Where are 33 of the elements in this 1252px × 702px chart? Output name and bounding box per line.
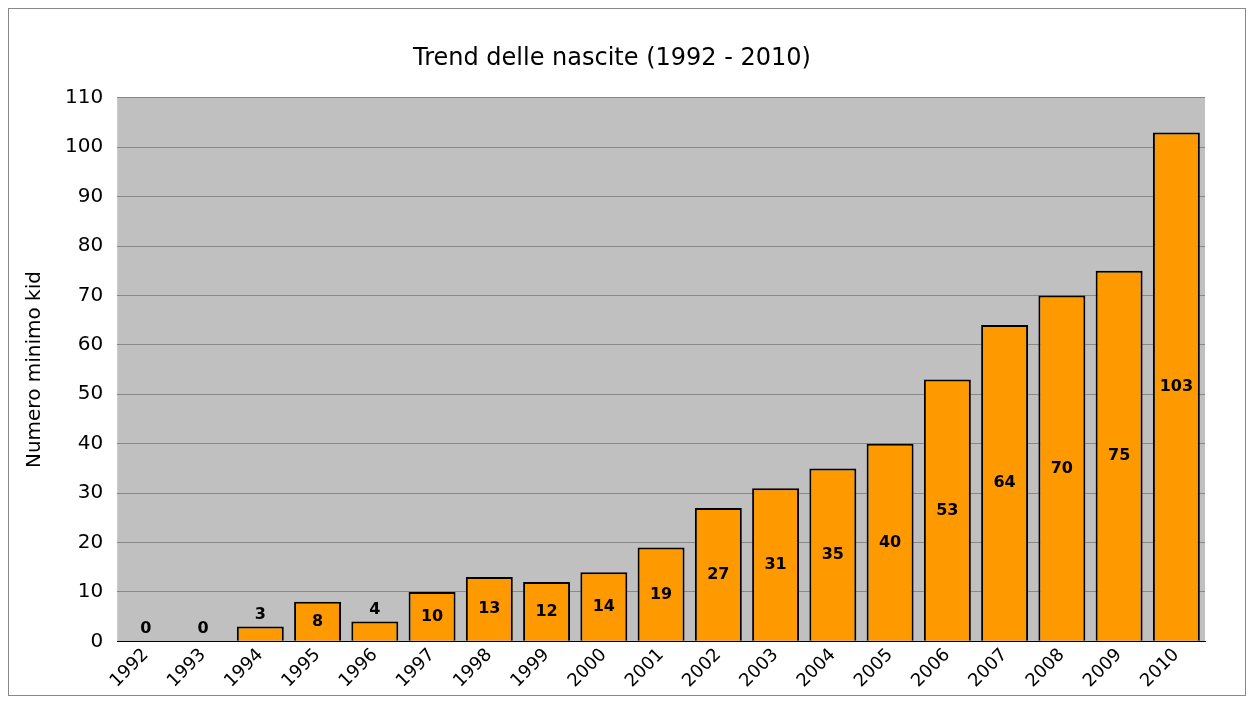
data-label: 12 (535, 600, 558, 620)
data-label: 70 (1050, 457, 1073, 477)
data-label: 13 (478, 598, 501, 618)
y-tick-label: 60 (77, 331, 104, 356)
data-label: 0 (140, 618, 152, 638)
y-tick-label: 30 (77, 479, 104, 504)
data-label: 8 (311, 610, 324, 630)
data-label: 40 (878, 531, 902, 551)
y-tick-label: 100 (64, 133, 104, 158)
y-tick-label: 10 (77, 578, 104, 603)
y-tick-label: 90 (77, 182, 104, 207)
y-tick-label: 50 (77, 380, 104, 405)
y-tick-label: 70 (77, 281, 104, 306)
chart-title: Trend delle nascite (1992 - 2010) (412, 42, 811, 71)
data-label: 0 (197, 618, 209, 638)
y-tick-label: 20 (77, 528, 104, 553)
y-tick-label: 0 (90, 627, 104, 652)
data-label: 35 (821, 544, 844, 564)
data-label: 3 (254, 603, 266, 623)
data-label: 103 (1159, 376, 1194, 396)
data-label: 27 (707, 563, 730, 583)
data-label: 10 (420, 605, 444, 625)
data-label: 19 (649, 583, 673, 603)
y-tick-label: 40 (77, 429, 104, 454)
y-tick-label: 110 (64, 84, 104, 108)
data-label: 64 (993, 472, 1016, 492)
y-tick-label: 80 (77, 232, 104, 257)
y-axis-title: Numero minimo kid (21, 271, 46, 469)
data-label: 53 (936, 499, 959, 519)
data-label: 4 (369, 598, 381, 618)
data-label: 31 (764, 553, 787, 573)
data-label: 14 (592, 595, 615, 615)
data-label: 75 (1107, 445, 1131, 465)
